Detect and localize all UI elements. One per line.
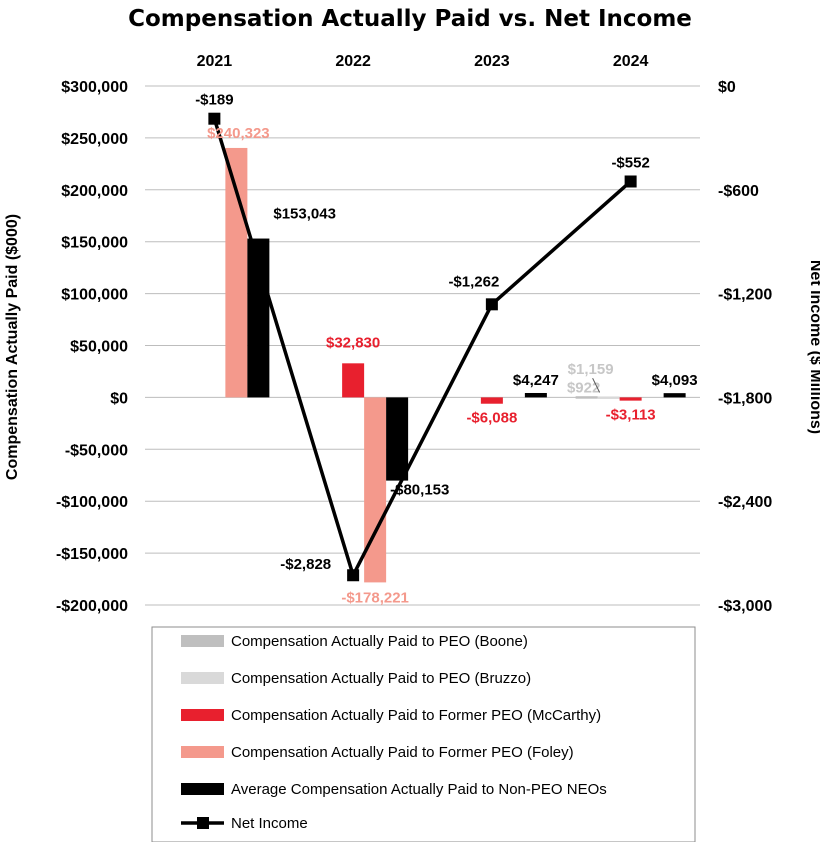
legend-swatch	[181, 709, 224, 721]
y2-tick-label: -$1,200	[718, 287, 772, 304]
bar	[663, 393, 686, 398]
data-labels: $240,323 -$178,221 $32,830 -$6,088 -$3,113 $1…	[195, 92, 697, 607]
data-label: $4,093	[652, 372, 698, 389]
x-category-label: 2023	[474, 53, 510, 70]
legend-swatch	[181, 672, 224, 684]
y-tick-label: $200,000	[61, 183, 128, 200]
x-category-label: 2021	[197, 53, 233, 70]
bar	[619, 397, 642, 401]
x-category-label: 2022	[335, 53, 371, 70]
y-tick-label: -$200,000	[56, 598, 128, 615]
net-income-line-path	[212, 118, 632, 580]
data-label: $240,323	[207, 125, 270, 142]
legend-label: Compensation Actually Paid to Former PEO…	[231, 744, 574, 761]
legend-swatch	[181, 635, 224, 647]
legend-label: Net Income	[231, 815, 308, 832]
y2-tick-label: -$3,000	[718, 598, 772, 615]
data-label: -$178,221	[341, 589, 409, 606]
bar	[386, 397, 409, 481]
y2-tick-label: -$1,800	[718, 390, 772, 407]
net-income-marker	[347, 569, 360, 582]
label-leader-line	[592, 377, 601, 393]
y-tick-label: $100,000	[61, 287, 128, 304]
legend-swatch	[181, 783, 224, 795]
data-label: $153,043	[273, 206, 336, 223]
bar	[480, 397, 503, 404]
data-label: -$1,262	[448, 273, 499, 290]
data-label: -$552	[611, 154, 649, 171]
data-label: $32,830	[326, 334, 380, 351]
y-axis-title: Compensation Actually Paid ($000)	[4, 214, 21, 480]
y-tick-label: $250,000	[61, 131, 128, 148]
y2-axis-ticks: $0 -$600 -$1,200 -$1,800 -$2,400 -$3,000	[718, 79, 772, 615]
data-label: $4,247	[513, 372, 559, 389]
y2-tick-label: -$600	[718, 183, 759, 200]
y-tick-label: $0	[110, 390, 128, 407]
y-tick-label: $150,000	[61, 235, 128, 252]
chart-title: Compensation Actually Paid vs. Net Incom…	[128, 6, 692, 32]
y-tick-label: $300,000	[61, 79, 128, 96]
legend-label: Compensation Actually Paid to PEO (Boone…	[231, 633, 528, 650]
y2-axis-title: Net Income ($ Millions)	[807, 260, 820, 434]
y-tick-label: -$100,000	[56, 494, 128, 511]
data-label: -$189	[195, 92, 233, 109]
data-label: -$2,828	[280, 556, 331, 573]
bar	[524, 392, 547, 398]
legend-box	[151, 626, 696, 842]
net-income-line	[208, 112, 637, 582]
data-label: -$3,113	[606, 407, 656, 424]
bar	[575, 396, 598, 399]
bar	[364, 397, 387, 583]
net-income-marker	[624, 175, 637, 188]
net-income-marker	[485, 298, 498, 311]
y2-tick-label: -$2,400	[718, 494, 772, 511]
y-tick-label: -$150,000	[56, 546, 128, 563]
bar	[597, 396, 620, 399]
y-tick-label: $50,000	[70, 339, 128, 356]
legend-label: Compensation Actually Paid to PEO (Bruzz…	[231, 670, 531, 687]
y-axis-ticks: $300,000 $250,000 $200,000 $150,000 $100,000…	[56, 79, 128, 615]
y-tick-label: -$50,000	[65, 442, 128, 459]
data-label: -$6,088	[466, 410, 517, 427]
legend: Compensation Actually Paid to PEO (Boone…	[151, 626, 696, 842]
x-category-label: 2024	[613, 53, 649, 70]
bar	[342, 363, 365, 398]
legend-swatch	[181, 746, 224, 758]
x-axis-categories: 2021 2022 2023 2024	[197, 53, 649, 70]
legend-label: Compensation Actually Paid to Former PEO…	[231, 707, 601, 724]
y2-tick-label: $0	[718, 79, 736, 96]
data-label: $922	[567, 379, 600, 396]
data-label: $1,159	[568, 361, 614, 378]
data-label: -$80,153	[390, 482, 449, 499]
net-income-marker	[208, 112, 221, 125]
legend-label: Average Compensation Actually Paid to No…	[231, 781, 607, 798]
legend-line-marker	[197, 817, 209, 829]
